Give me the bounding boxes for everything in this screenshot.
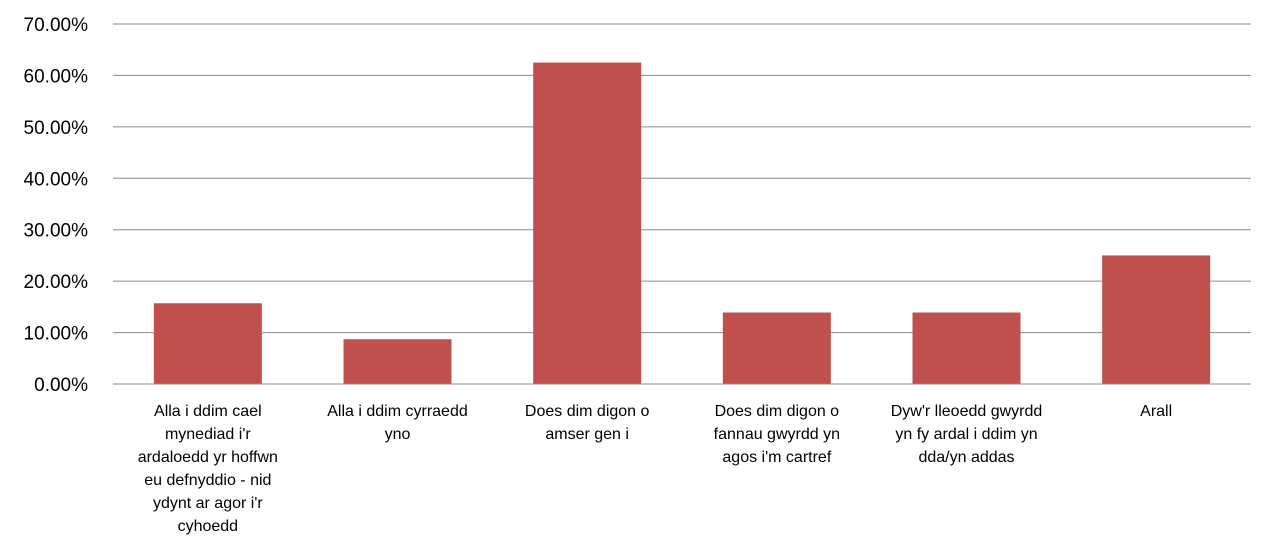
- x-tick-label-line: Arall: [1140, 403, 1172, 420]
- y-tick-label: 60.00%: [24, 66, 89, 87]
- x-tick-label-line: cyhoedd: [178, 518, 239, 535]
- y-axis-tick-labels: 0.00% 10.00% 20.00% 30.00% 40.00% 50.00% 60.00…: [24, 15, 89, 396]
- y-tick-label: 40.00%: [24, 169, 89, 190]
- x-tick-label-line: fannau gwyrdd yn: [714, 426, 840, 443]
- bar: [533, 62, 642, 384]
- y-tick-label: 10.00%: [24, 324, 89, 345]
- y-tick-label: 70.00%: [24, 15, 89, 36]
- x-tick-label-line: Alla i ddim cyrraedd: [327, 403, 468, 420]
- x-tick-label: Dyw'r lleoedd gwyrdd yn fy ardal i ddim y…: [891, 403, 1043, 466]
- y-tick-label: 50.00%: [24, 118, 89, 139]
- bar: [343, 339, 452, 384]
- x-axis-tick-labels: Alla i ddim cael mynediad i'r ardaloedd yr…: [138, 403, 1172, 535]
- x-tick-label-line: mynediad i'r: [165, 426, 251, 443]
- x-tick-label-line: Alla i ddim cael: [154, 403, 262, 420]
- x-tick-label-line: ydynt ar agor i'r: [153, 495, 263, 512]
- x-tick-label: Alla i ddim cael mynediad i'r ardaloedd yr…: [138, 403, 278, 535]
- y-tick-label: 0.00%: [34, 375, 88, 396]
- x-tick-label-line: Does dim digon o: [525, 403, 650, 420]
- x-tick-label: Arall: [1140, 403, 1172, 420]
- x-tick-label: Does dim digon o fannau gwyrdd yn agos i'm…: [714, 403, 840, 466]
- x-tick-label-line: yno: [385, 426, 411, 443]
- bars: [153, 62, 1211, 384]
- x-tick-label: Alla i ddim cyrraedd yno: [327, 403, 468, 443]
- x-tick-label-line: ardaloedd yr hoffwn: [138, 449, 278, 466]
- bar: [912, 312, 1021, 384]
- x-tick-label-line: dda/yn addas: [918, 449, 1014, 466]
- y-tick-label: 30.00%: [24, 221, 89, 242]
- x-tick-label-line: Dyw'r lleoedd gwyrdd: [891, 403, 1043, 420]
- x-tick-label: Does dim digon o amser gen i: [525, 403, 650, 443]
- x-tick-label-line: eu defnyddio - nid: [144, 472, 271, 489]
- x-tick-label-line: amser gen i: [545, 426, 629, 443]
- bar: [153, 303, 262, 384]
- x-tick-label-line: yn fy ardal i ddim yn: [895, 426, 1037, 443]
- bar: [722, 312, 831, 384]
- y-tick-label: 20.00%: [24, 272, 89, 293]
- bar: [1102, 255, 1211, 384]
- gridlines: [113, 23, 1251, 334]
- x-tick-label-line: Does dim digon o: [715, 403, 840, 420]
- x-tick-label-line: agos i'm cartref: [722, 449, 831, 466]
